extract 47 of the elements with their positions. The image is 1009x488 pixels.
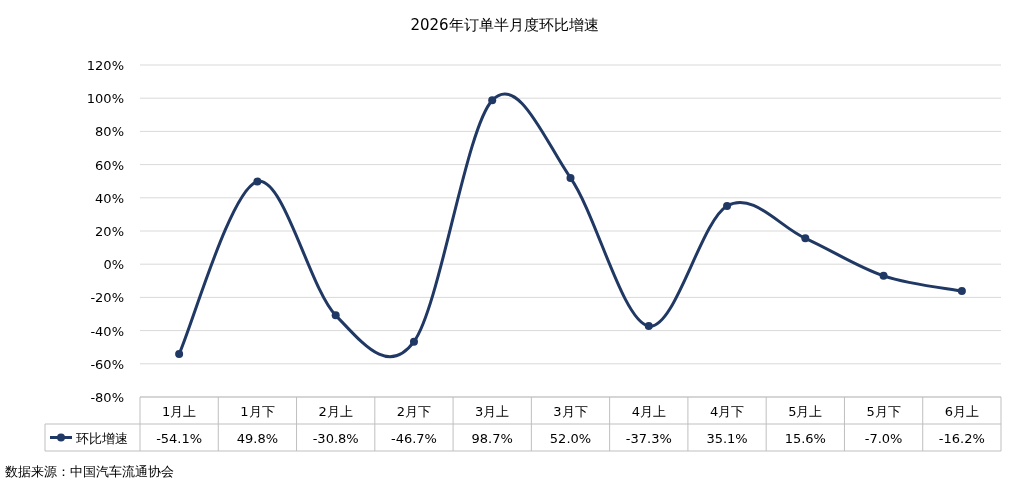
- x-tick-label: 3月下: [553, 404, 588, 419]
- y-tick-label: -60%: [90, 356, 124, 372]
- data-label: -46.7%: [390, 431, 437, 446]
- y-tick-label: -20%: [90, 290, 124, 306]
- data-label: -37.3%: [625, 431, 672, 446]
- data-label: -16.2%: [938, 431, 985, 446]
- x-tick-label: 5月下: [866, 404, 901, 419]
- data-label: -30.8%: [312, 431, 359, 446]
- y-tick-label: -80%: [90, 390, 124, 405]
- y-tick-label: 80%: [95, 124, 124, 140]
- point: [644, 322, 653, 331]
- y-tick-label: 100%: [86, 91, 124, 107]
- legend-label: 环比增速: [76, 431, 128, 446]
- x-tick-label: 2月上: [318, 404, 353, 419]
- point: [723, 201, 732, 210]
- data-label: 49.8%: [236, 431, 279, 446]
- x-tick-label: 5月上: [788, 404, 823, 419]
- point: [175, 350, 184, 359]
- data-label: 98.7%: [471, 431, 513, 446]
- point: [331, 311, 340, 320]
- y-tick-label: 60%: [95, 157, 124, 173]
- y-tick-label: 0%: [103, 257, 124, 273]
- point: [253, 177, 262, 186]
- source-note: 数据来源：中国汽车流通协会: [5, 464, 174, 479]
- point: [801, 234, 810, 243]
- x-tick-label: 2月下: [396, 404, 432, 419]
- point: [488, 96, 497, 105]
- point: [409, 337, 418, 346]
- y-tick-label: 120%: [86, 58, 124, 73]
- data-label: 15.6%: [784, 431, 826, 446]
- x-tick-label: 4月下: [709, 404, 745, 419]
- data-label: -54.1%: [156, 431, 203, 446]
- y-tick-label: 40%: [95, 190, 124, 206]
- x-tick-label: 1月上: [162, 404, 197, 419]
- point: [957, 287, 966, 296]
- y-tick-label: -40%: [90, 323, 124, 339]
- data-label: 35.1%: [706, 431, 748, 446]
- x-tick-label: 6月上: [944, 404, 979, 419]
- data-label: -7.0%: [864, 431, 903, 446]
- chart-title: 2026年订单半月度环比增速: [410, 16, 599, 34]
- point: [566, 173, 575, 182]
- data-label: 52.0%: [549, 431, 592, 446]
- y-tick-label: 20%: [95, 224, 124, 239]
- x-tick-label: 4月上: [631, 404, 666, 419]
- x-tick-label: 3月上: [475, 404, 510, 419]
- x-tick-label: 1月下: [240, 404, 275, 419]
- point: [879, 271, 888, 280]
